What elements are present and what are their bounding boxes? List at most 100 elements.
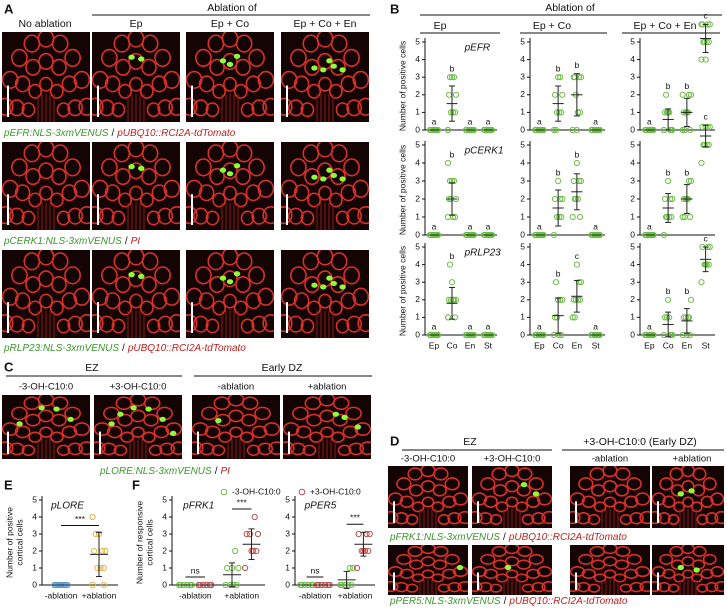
cell-wall — [710, 492, 724, 506]
cell-wall — [452, 492, 468, 506]
data-point — [660, 231, 668, 239]
cell-wall — [192, 99, 209, 117]
cell-wall — [318, 293, 332, 309]
cell-wall — [433, 545, 449, 557]
error-bar — [702, 246, 709, 273]
significance-letter: c — [704, 233, 709, 243]
column-header: +3-OH-C10:0 — [110, 382, 167, 393]
cell-wall — [287, 207, 304, 225]
data-point — [574, 109, 582, 116]
cell-wall — [128, 162, 144, 180]
cell-wall — [14, 292, 31, 310]
y-tick-label: 4 — [32, 511, 37, 521]
chart-title: pCERK1 — [464, 146, 504, 157]
signal — [326, 275, 333, 281]
cell-wall — [444, 553, 460, 565]
cell-wall — [624, 495, 639, 509]
data-point — [662, 213, 670, 221]
signal — [67, 416, 74, 422]
signal — [330, 280, 337, 287]
cell-wall — [281, 70, 298, 89]
significance-letter: b — [685, 81, 690, 91]
cell-wall — [67, 315, 84, 333]
x-tick-label: -ablation — [179, 590, 212, 600]
signal — [677, 491, 684, 497]
significance-label: *** — [350, 513, 361, 523]
y-tick-label: 5 — [520, 139, 525, 149]
cell-wall — [67, 99, 84, 117]
signal — [53, 406, 60, 412]
data-point — [355, 530, 362, 538]
cell-wall — [78, 97, 90, 116]
cell-wall — [399, 568, 414, 580]
cell-wall — [2, 422, 19, 436]
cell-wall — [662, 568, 676, 580]
micrograph — [472, 545, 552, 595]
cell-wall — [396, 553, 412, 565]
cell-wall — [195, 48, 212, 68]
cell-wall — [139, 192, 154, 208]
cell-wall — [290, 158, 307, 177]
signal — [215, 418, 222, 424]
cell-wall — [352, 70, 369, 89]
cell-wall — [307, 83, 322, 99]
signal — [159, 416, 166, 422]
cell-wall — [51, 34, 69, 53]
cell-wall — [233, 83, 248, 99]
y-tick-label: 4 — [630, 259, 635, 269]
cell-wall — [517, 545, 533, 557]
cell-wall — [257, 287, 274, 306]
cell-wall — [233, 300, 248, 316]
data-point — [570, 296, 577, 303]
cell-wall — [8, 207, 25, 225]
data-point — [558, 213, 565, 221]
significance-letter: a — [486, 116, 491, 126]
data-point — [556, 109, 563, 116]
marker: pUBQ10::RCI2A-tdTomato — [116, 128, 235, 139]
cell-wall — [262, 97, 274, 116]
cell-wall — [304, 167, 320, 186]
cell-wall — [495, 501, 509, 513]
data-point — [700, 38, 707, 46]
error-bar — [665, 108, 672, 131]
data-point — [667, 195, 674, 203]
y-axis-label: Number of responsive — [134, 501, 144, 584]
cell-wall — [343, 158, 360, 177]
cell-wall — [163, 70, 180, 89]
cell-wall — [593, 573, 607, 583]
y-tick-label: 0 — [630, 124, 635, 134]
cell-wall — [14, 184, 31, 202]
cell-wall — [212, 83, 227, 99]
cell-wall — [615, 545, 631, 557]
data-point — [444, 159, 452, 167]
data-point — [575, 279, 583, 286]
cell-wall — [115, 58, 131, 76]
data-point — [551, 314, 559, 321]
data-point — [661, 195, 669, 203]
cell-wall — [241, 413, 257, 427]
column-header: Ep + Co — [211, 18, 249, 30]
cell-wall — [49, 431, 64, 443]
data-point — [679, 91, 686, 98]
y-tick-label: 1 — [32, 562, 37, 572]
cell-wall — [61, 184, 78, 202]
y-tick-label: 5 — [520, 36, 525, 46]
signal — [332, 411, 339, 417]
cell-wall — [619, 583, 633, 593]
cell-wall — [357, 205, 369, 225]
cell-wall — [652, 510, 662, 525]
signal — [219, 275, 227, 281]
cell-wall — [536, 492, 552, 506]
y-tick-label: 5 — [415, 241, 420, 251]
cell-wall — [205, 210, 220, 226]
cell-wall — [168, 313, 180, 333]
x-tick-label: +ablation — [224, 590, 259, 600]
cell-wall — [223, 76, 237, 92]
cell-wall — [198, 75, 215, 93]
y-tick-label: 3 — [32, 528, 37, 538]
x-tick-label: St — [592, 340, 601, 350]
cell-wall — [241, 396, 259, 411]
marker: PI — [131, 236, 141, 247]
caption: pLORE:NLS-3xmVENUS / PI — [99, 466, 230, 477]
cell-wall — [328, 300, 343, 316]
